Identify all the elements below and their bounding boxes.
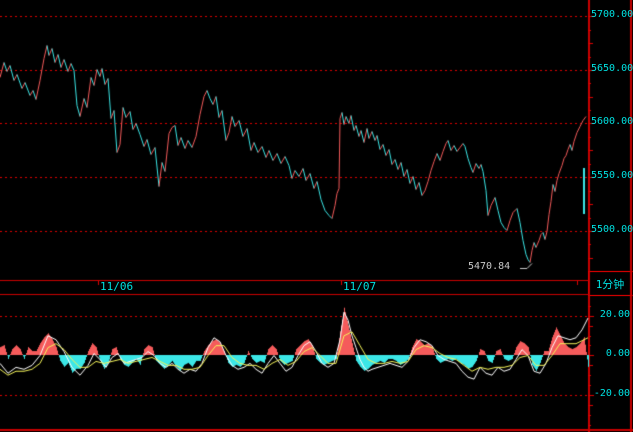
indicator-axis-label: 0.00 xyxy=(605,348,630,359)
date-label: 11/06 xyxy=(100,280,134,293)
price-axis-label: 5700.00 xyxy=(591,9,633,20)
indicator-axis-label: -20.00 xyxy=(593,388,630,399)
price-axis-label: 5550.00 xyxy=(591,170,633,181)
price-axis-label: 5600.00 xyxy=(591,116,633,127)
date-label: 11/07 xyxy=(343,280,377,293)
low-price-annotation: 5470.84 xyxy=(468,261,511,272)
indicator-axis-label: 20.00 xyxy=(599,309,630,320)
price-axis-label: 5500.00 xyxy=(591,224,633,235)
price-axis-label: 5650.00 xyxy=(591,63,633,74)
period-label: 1分钟 xyxy=(595,277,625,291)
period-selector[interactable]: 1分钟 xyxy=(588,271,632,296)
